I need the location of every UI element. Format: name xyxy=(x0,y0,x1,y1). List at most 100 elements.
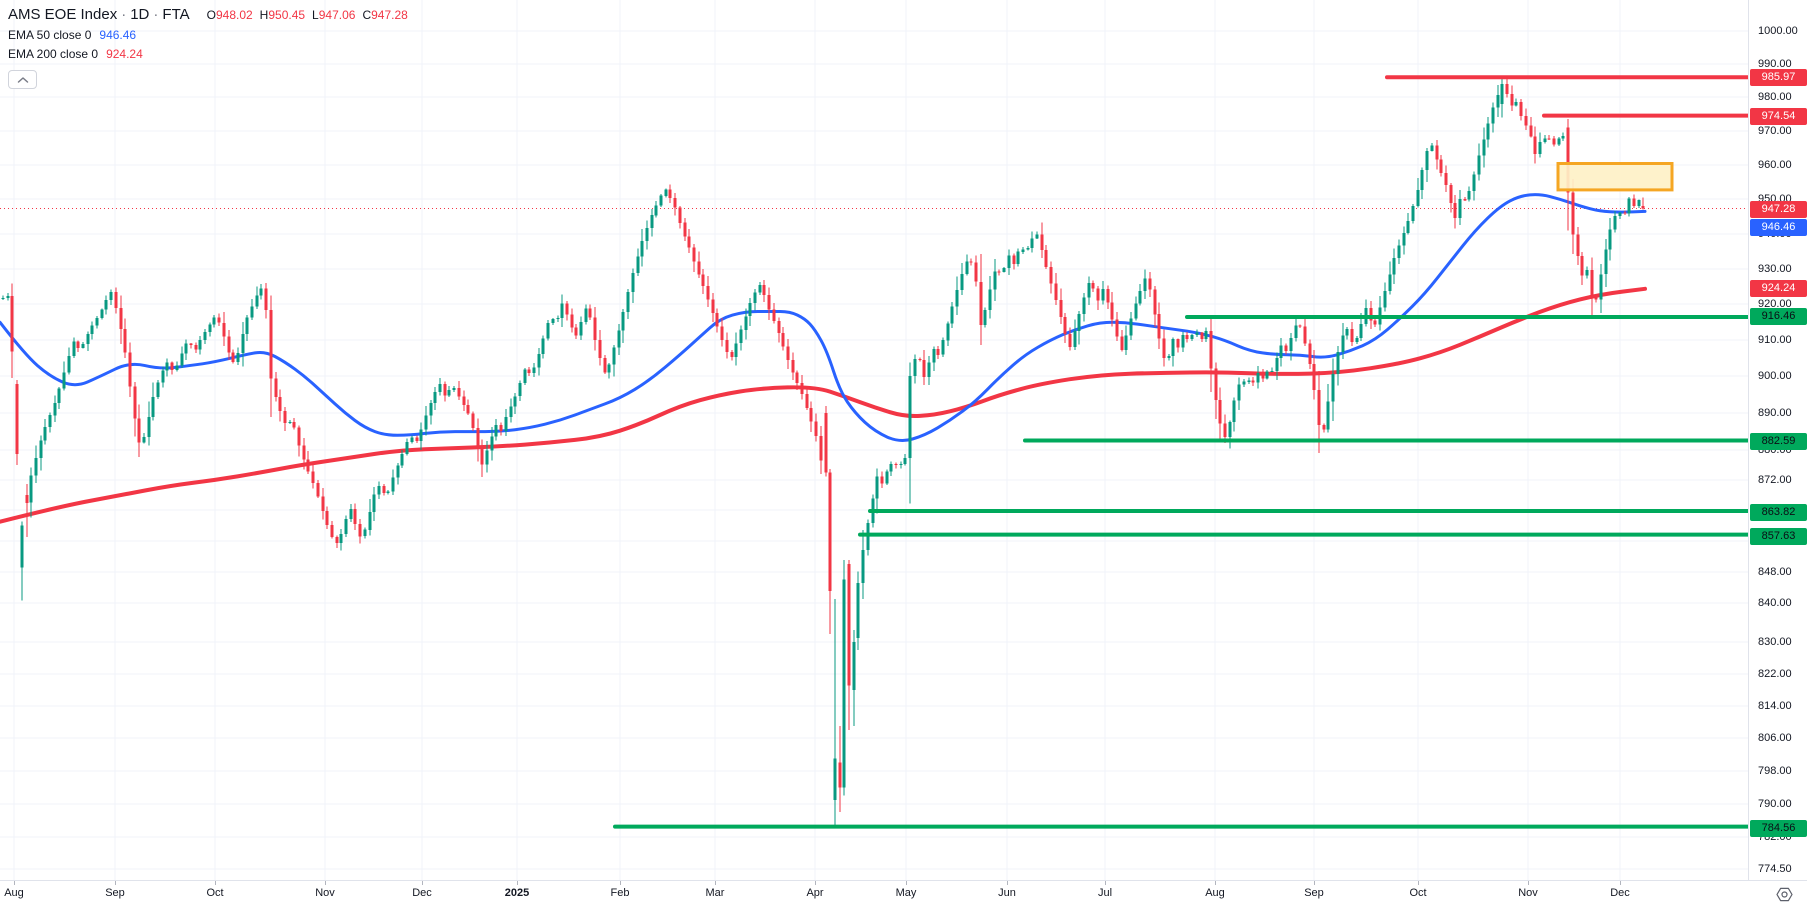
time-tick xyxy=(1215,881,1216,885)
time-axis-label-Nov: Nov xyxy=(1518,887,1538,899)
price-tick-label: 890.00 xyxy=(1758,407,1792,419)
interval-label[interactable]: 1D xyxy=(130,6,150,23)
price-tick-label: 900.00 xyxy=(1758,370,1792,382)
time-axis-label-Sep: Sep xyxy=(1304,887,1324,899)
price-badge-924.24: 924.24 xyxy=(1750,279,1807,297)
ema200-value: 924.24 xyxy=(106,47,143,61)
price-tick-label: 920.00 xyxy=(1758,298,1792,310)
price-tick-label: 980.00 xyxy=(1758,91,1792,103)
time-axis-label-Aug: Aug xyxy=(1205,887,1225,899)
time-axis-label-2025: 2025 xyxy=(504,887,530,899)
time-tick xyxy=(325,881,326,885)
axis-corner xyxy=(1748,880,1807,907)
time-axis-label-Jul: Jul xyxy=(1097,887,1113,899)
price-scale-settings-icon[interactable] xyxy=(1776,887,1793,902)
price-tick-label: 774.50 xyxy=(1758,863,1792,875)
price-badge-784.56: 784.56 xyxy=(1750,819,1807,837)
price-tick-label: 1000.00 xyxy=(1758,25,1798,37)
open-value: 948.02 xyxy=(215,8,253,22)
indicator-row-ema200[interactable]: EMA 200 close 0 924.24 xyxy=(8,47,408,61)
ohlc-values: O948.02 H950.45 L947.06 C947.28 xyxy=(200,8,408,22)
price-badge-947.28: 947.28 xyxy=(1750,200,1807,218)
legend-collapse-button[interactable] xyxy=(8,70,37,89)
price-badge-882.59: 882.59 xyxy=(1750,432,1807,450)
separator-dot: · xyxy=(153,6,159,23)
time-tick xyxy=(1314,881,1315,885)
price-axis[interactable]: 1000.00990.00980.00970.00960.00950.00940… xyxy=(1748,0,1807,880)
time-axis-label-Jun: Jun xyxy=(998,887,1016,899)
chart-canvas[interactable] xyxy=(0,0,1748,880)
time-tick xyxy=(1528,881,1529,885)
price-badge-863.82: 863.82 xyxy=(1750,503,1807,521)
gridlines xyxy=(0,0,1748,880)
time-tick xyxy=(115,881,116,885)
separator-dot: · xyxy=(121,6,127,23)
price-tick-label: 822.00 xyxy=(1758,668,1792,680)
time-tick xyxy=(14,881,15,885)
open-label: O xyxy=(206,8,216,22)
indicator-row-ema50[interactable]: EMA 50 close 0 946.46 xyxy=(8,28,408,42)
time-tick xyxy=(906,881,907,885)
ema50-line[interactable] xyxy=(0,193,1647,442)
ema200-name: EMA 200 close 0 xyxy=(8,47,99,61)
price-tick-label: 798.00 xyxy=(1758,765,1792,777)
time-axis-label-Feb: Feb xyxy=(610,887,630,899)
price-badge-985.97: 985.97 xyxy=(1750,68,1807,86)
high-label: H xyxy=(259,8,269,22)
price-tick-label: 814.00 xyxy=(1758,700,1792,712)
highlight-box[interactable] xyxy=(1556,162,1674,192)
time-tick xyxy=(215,881,216,885)
price-tick-label: 806.00 xyxy=(1758,732,1792,744)
time-axis-label-Dec: Dec xyxy=(1610,887,1630,899)
price-tick-label: 970.00 xyxy=(1758,125,1792,137)
close-label: C xyxy=(362,8,372,22)
time-tick xyxy=(815,881,816,885)
price-tick-label: 872.00 xyxy=(1758,474,1792,486)
exchange-label[interactable]: FTA xyxy=(162,6,190,23)
chart-legend: AMS EOE Index · 1D · FTA O948.02 H950.45 L947.0… xyxy=(8,6,408,89)
price-tick-label: 990.00 xyxy=(1758,58,1792,70)
time-tick xyxy=(715,881,716,885)
time-tick xyxy=(620,881,621,885)
close-value: 947.28 xyxy=(371,8,408,22)
time-axis-label-Oct: Oct xyxy=(1409,887,1427,899)
time-axis-label-May: May xyxy=(895,887,917,899)
symbol-name[interactable]: AMS EOE Index xyxy=(8,6,118,23)
time-axis[interactable]: Aug Sep Oct Nov Dec 2025 Feb Mar Apr May Jun Jul Aug… xyxy=(0,880,1748,907)
time-axis-label-Dec: Dec xyxy=(412,887,432,899)
symbol-title-row[interactable]: AMS EOE Index · 1D · FTA O948.02 H950.45 L947.0… xyxy=(8,6,408,23)
low-value: 947.06 xyxy=(318,8,356,22)
ema50-name: EMA 50 close 0 xyxy=(8,28,92,42)
time-axis-label-Apr: Apr xyxy=(806,887,824,899)
price-badge-857.63: 857.63 xyxy=(1750,527,1807,545)
price-tick-label: 790.00 xyxy=(1758,798,1792,810)
time-tick xyxy=(1105,881,1106,885)
price-tick-label: 830.00 xyxy=(1758,636,1792,648)
candlestick-series xyxy=(1,77,1645,827)
time-axis-label-Oct: Oct xyxy=(206,887,224,899)
chevron-up-icon xyxy=(17,76,28,83)
price-badge-916.46: 916.46 xyxy=(1750,307,1807,325)
price-tick-label: 840.00 xyxy=(1758,597,1792,609)
time-tick xyxy=(1007,881,1008,885)
time-tick xyxy=(1620,881,1621,885)
time-axis-label-Aug: Aug xyxy=(4,887,24,899)
price-tick-label: 960.00 xyxy=(1758,159,1792,171)
price-tick-label: 910.00 xyxy=(1758,334,1792,346)
time-tick xyxy=(517,881,518,885)
price-badge-974.54: 974.54 xyxy=(1750,107,1807,125)
time-tick xyxy=(1418,881,1419,885)
high-value: 950.45 xyxy=(268,8,306,22)
ema50-value: 946.46 xyxy=(99,28,137,42)
time-tick xyxy=(422,881,423,885)
time-axis-label-Mar: Mar xyxy=(705,887,725,899)
low-label: L xyxy=(312,8,319,22)
down-bodies xyxy=(10,83,1645,788)
price-tick-label: 848.00 xyxy=(1758,566,1792,578)
time-axis-label-Sep: Sep xyxy=(105,887,125,899)
time-axis-label-Nov: Nov xyxy=(315,887,335,899)
price-badge-946.46: 946.46 xyxy=(1750,218,1807,236)
plot-area[interactable] xyxy=(0,0,1748,880)
price-tick-label: 930.00 xyxy=(1758,263,1792,275)
